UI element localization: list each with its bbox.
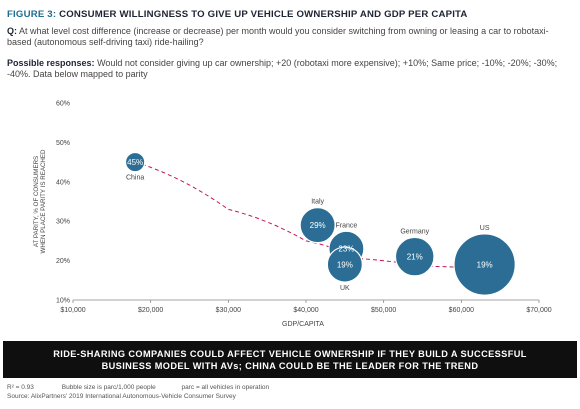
y-tick-label: 30% (56, 219, 70, 226)
bubble-layer (124, 151, 516, 296)
y-tick-label: 40% (56, 179, 70, 186)
chart-axes: $10,000 $20,000 $30,000 $40,000 $50,000 $60,0… (56, 101, 552, 315)
r-squared-note: R² = 0.93 (7, 384, 34, 391)
label-layer: 45% China 29% Italy 23% France 19% UK 21% Germany… (126, 158, 493, 292)
country-label: Italy (311, 199, 324, 206)
y-tick-label: 50% (56, 140, 70, 147)
bubble-china (124, 151, 146, 173)
country-label: Germany (400, 228, 429, 235)
question-prefix: Q: (7, 26, 17, 36)
question-text: At what level cost difference (increase … (7, 26, 549, 47)
figure-title: FIGURE 3: CONSUMER WILLINGNESS TO GIVE U… (7, 9, 468, 20)
figure-label: FIGURE 3: (7, 9, 57, 20)
figure-title-text: CONSUMER WILLINGNESS TO GIVE UP VEHICLE … (59, 9, 468, 20)
bubble-us (453, 233, 516, 296)
x-tick-label: $40,000 (293, 307, 318, 314)
country-label: China (126, 175, 144, 182)
possible-responses: Possible responses: Would not consider g… (7, 58, 572, 80)
y-tick-label: 60% (56, 101, 70, 108)
bubble-value-label: 21% (407, 252, 423, 261)
key-insight-banner: RIDE-SHARING COMPANIES COULD AFFECT VEHI… (3, 341, 577, 378)
y-tick-label: 20% (56, 258, 70, 265)
x-axis-label: GDP/CAPITA (282, 321, 324, 328)
responses-prefix: Possible responses: (7, 58, 95, 68)
x-tick-label: $50,000 (371, 307, 396, 314)
bubble-value-label: 19% (477, 260, 493, 269)
x-tick-label: $10,000 (60, 307, 85, 314)
bubble-size-note: Bubble size is parc/1,000 people (61, 384, 156, 391)
y-axis-label-line-2: WHEN PLACE PARITY IS REACHED (40, 149, 47, 253)
country-label: US (480, 225, 490, 232)
x-tick-label: $60,000 (449, 307, 474, 314)
x-tick-label: $30,000 (216, 307, 241, 314)
bubble-germany (394, 236, 435, 277)
survey-question: Q: At what level cost difference (increa… (7, 26, 567, 48)
country-label: UK (340, 285, 350, 292)
x-tick-label: $20,000 (138, 307, 163, 314)
bubble-italy (299, 207, 336, 244)
bubble-value-label: 29% (310, 221, 326, 230)
bubble-value-label: 45% (127, 158, 143, 167)
bubble-value-label: 23% (338, 245, 354, 254)
bubble-chart: $10,000 $20,000 $30,000 $40,000 $50,000 $60,0… (33, 101, 552, 329)
banner-text: RIDE-SHARING COMPANIES COULD AFFECT VEHI… (53, 348, 527, 371)
y-axis-label-line-1: AT PARITY, % OF CONSUMERS (33, 156, 40, 247)
country-label: France (335, 222, 357, 229)
footnote-row: R² = 0.93 Bubble size is parc/1,000 peop… (7, 383, 269, 392)
responses-text: Would not consider giving up car ownersh… (7, 58, 558, 79)
x-tick-label: $70,000 (526, 307, 551, 314)
y-tick-label: 10% (56, 298, 70, 305)
parc-definition-note: parc = all vehicles in operation (181, 384, 270, 391)
bubble-value-label: 19% (337, 260, 353, 269)
bubble-uk (326, 246, 363, 283)
footnotes: R² = 0.93 Bubble size is parc/1,000 peop… (7, 383, 269, 401)
source-note: Source: AlixPartners' 2019 International… (7, 393, 236, 400)
